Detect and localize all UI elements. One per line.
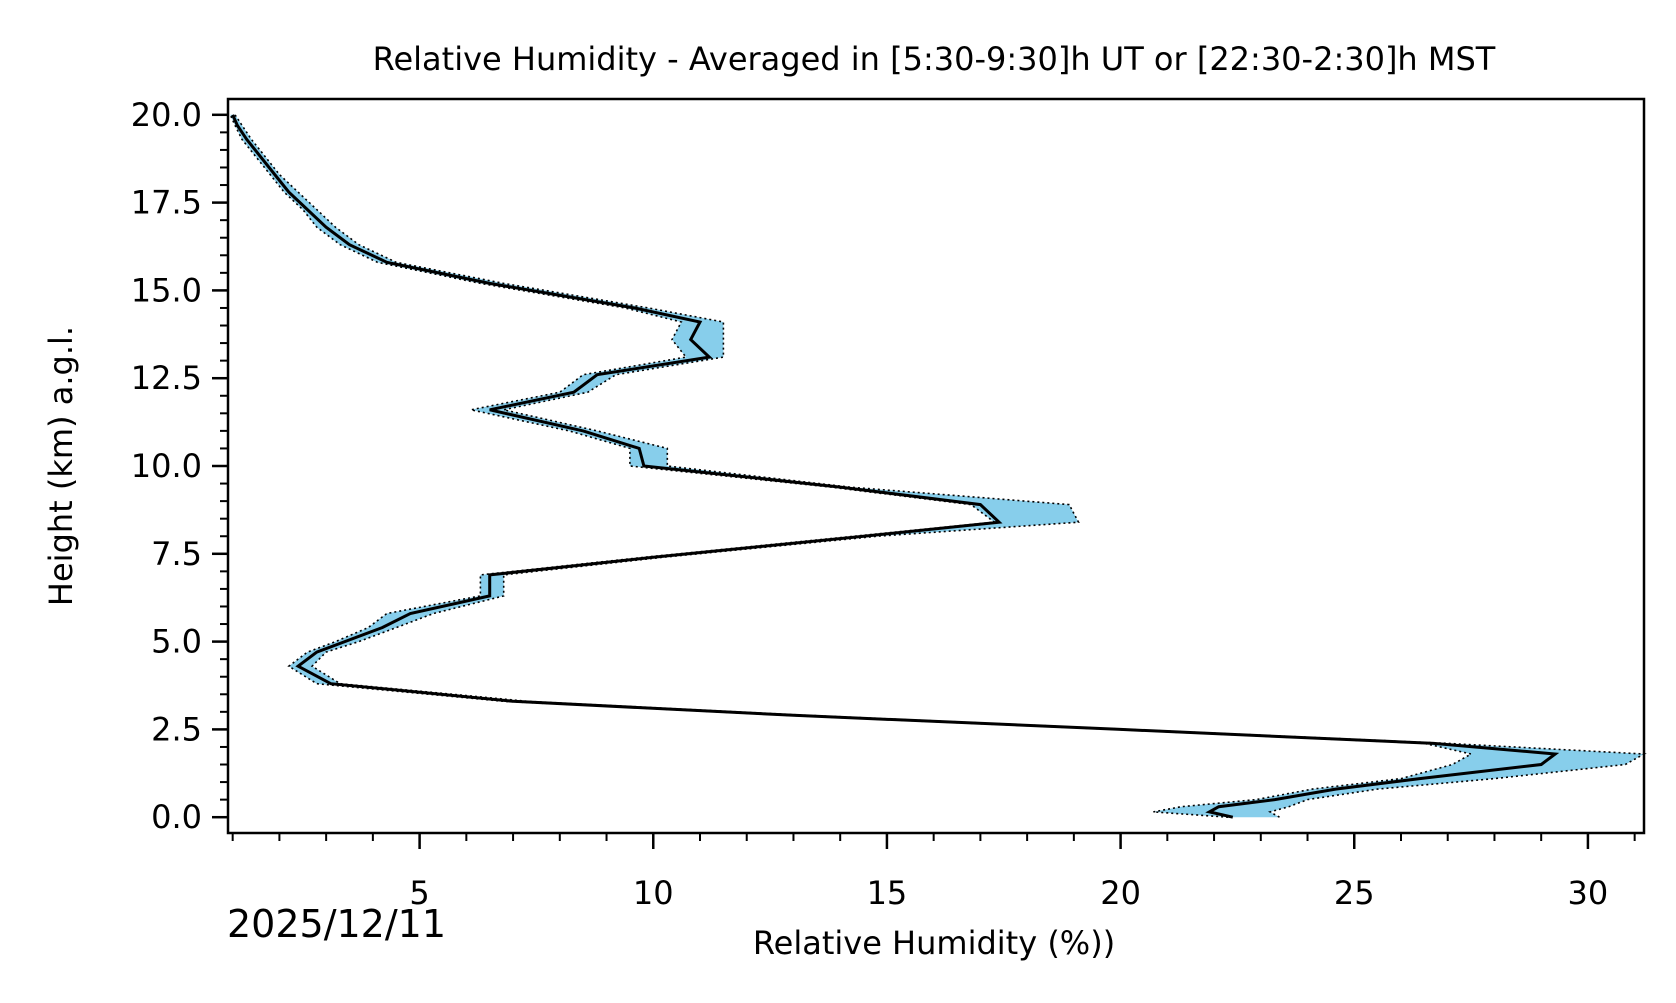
rh-mean-line [231,114,1560,819]
x-axis-label: Relative Humidity (%)) [753,924,1115,962]
date-label: 2025/12/11 [227,902,446,946]
y-tick-label: 5.0 [151,623,202,661]
y-tick-label: 0.0 [151,798,202,836]
rh-upper-bound-line [234,114,1647,818]
y-tick-label: 10.0 [131,447,202,485]
y-tick-label: 12.5 [131,359,202,397]
x-axis: 5 10 15 20 25 30 [231,833,1636,912]
x-tick-label: 30 [1568,874,1609,912]
y-tick-label: 17.5 [131,184,202,222]
y-axis-label: Height (km) a.g.l. [42,326,80,606]
y-tick-label: 15.0 [131,271,202,309]
x-tick-label: 25 [1334,874,1375,912]
rh-uncertainty-band [230,114,1644,818]
x-tick-label: 20 [1100,874,1141,912]
x-tick-label: 15 [867,874,908,912]
y-axis: 0.0 2.5 5.0 7.5 10.0 12.5 15.0 17.5 20.0 [131,96,228,836]
y-tick-label: 7.5 [151,535,202,573]
chart-title: Relative Humidity - Averaged in [5:30-9:… [373,40,1496,78]
y-tick-label: 2.5 [151,710,202,748]
rh-lower-bound-line [229,114,1474,818]
plot-layer [229,114,1647,819]
x-tick-label: 10 [633,874,674,912]
y-tick-label: 20.0 [131,96,202,134]
x-tick-label: 5 [409,874,429,912]
